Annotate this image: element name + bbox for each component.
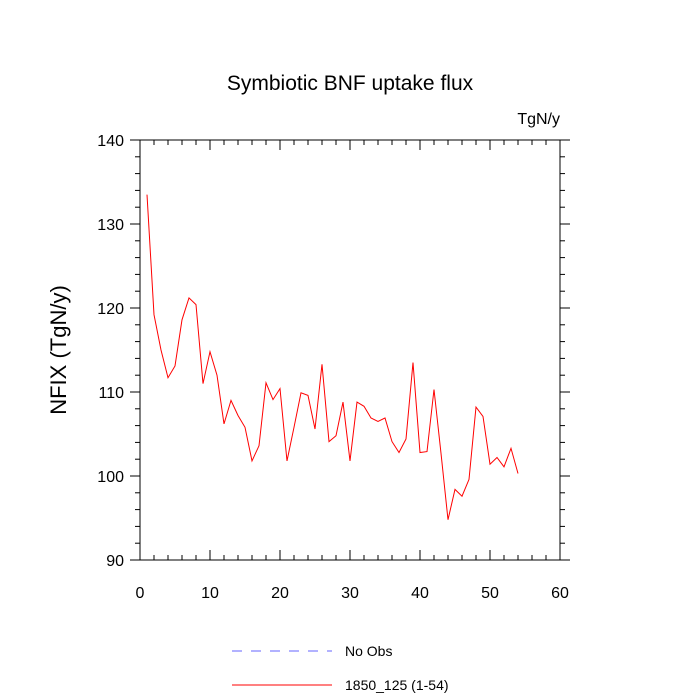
y-axis-label: NFIX (TgN/y)	[46, 285, 71, 415]
y-tick-label: 140	[97, 133, 124, 150]
y-tick-label: 100	[97, 469, 124, 486]
x-tick-label: 30	[341, 585, 359, 602]
x-tick-label: 50	[481, 585, 499, 602]
x-tick-label: 20	[271, 585, 289, 602]
y-tick-label: 120	[97, 301, 124, 318]
y-tick-label: 90	[106, 553, 124, 570]
x-tick-label: 40	[411, 585, 429, 602]
series-line-1850-125	[146, 194, 519, 520]
x-tick-label: 60	[551, 585, 569, 602]
legend-label-1850-125: 1850_125 (1-54)	[345, 677, 449, 693]
x-tick-label: 10	[201, 585, 219, 602]
y-tick-label: 130	[97, 217, 124, 234]
plot-frame	[139, 139, 561, 561]
chart-title: Symbiotic BNF uptake flux	[227, 72, 474, 95]
legend: No Obs 1850_125 (1-54)	[232, 643, 449, 693]
axis-ticks: 0 10 20 30 40 50 60 90 100 110 120 130 140	[97, 133, 570, 602]
units-label: TgN/y	[517, 111, 560, 128]
series-group	[146, 194, 519, 520]
x-tick-label: 0	[136, 585, 145, 602]
y-tick-label: 110	[98, 385, 124, 402]
legend-label-no-obs: No Obs	[345, 643, 392, 659]
